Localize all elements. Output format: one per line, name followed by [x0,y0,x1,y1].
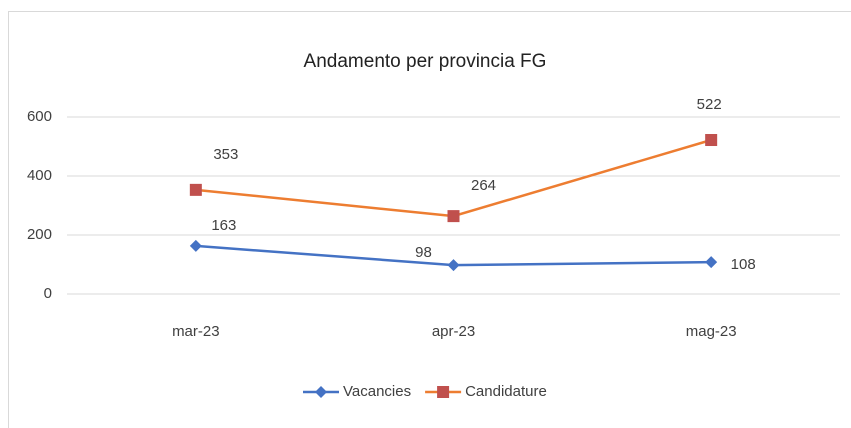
legend-label: Vacancies [343,383,411,400]
x-tick-label: apr-23 [432,323,475,340]
data-label: 353 [213,146,238,163]
data-point [447,210,460,223]
data-label: 163 [211,217,236,234]
y-tick-label: 200 [27,226,52,243]
chart-title: Andamento per provincia FG [304,51,547,72]
x-tick-label: mar-23 [172,323,220,340]
data-label: 98 [415,244,432,261]
data-label: 264 [471,177,496,194]
data-point [705,256,718,269]
chart-frame [8,11,851,428]
legend-label: Candidature [465,383,547,400]
data-point [189,239,202,252]
data-point [189,183,202,196]
legend-marker [315,386,327,398]
legend: Vacancies Candidature [303,383,547,400]
data-label: 108 [731,256,756,273]
y-tick-label: 400 [27,167,52,184]
data-point [705,134,718,147]
x-tick-label: mag-23 [686,323,737,340]
data-point [447,259,460,272]
legend-marker [437,386,450,398]
data-label: 522 [697,96,722,113]
y-tick-label: 600 [27,108,52,125]
y-tick-label: 0 [44,285,52,302]
